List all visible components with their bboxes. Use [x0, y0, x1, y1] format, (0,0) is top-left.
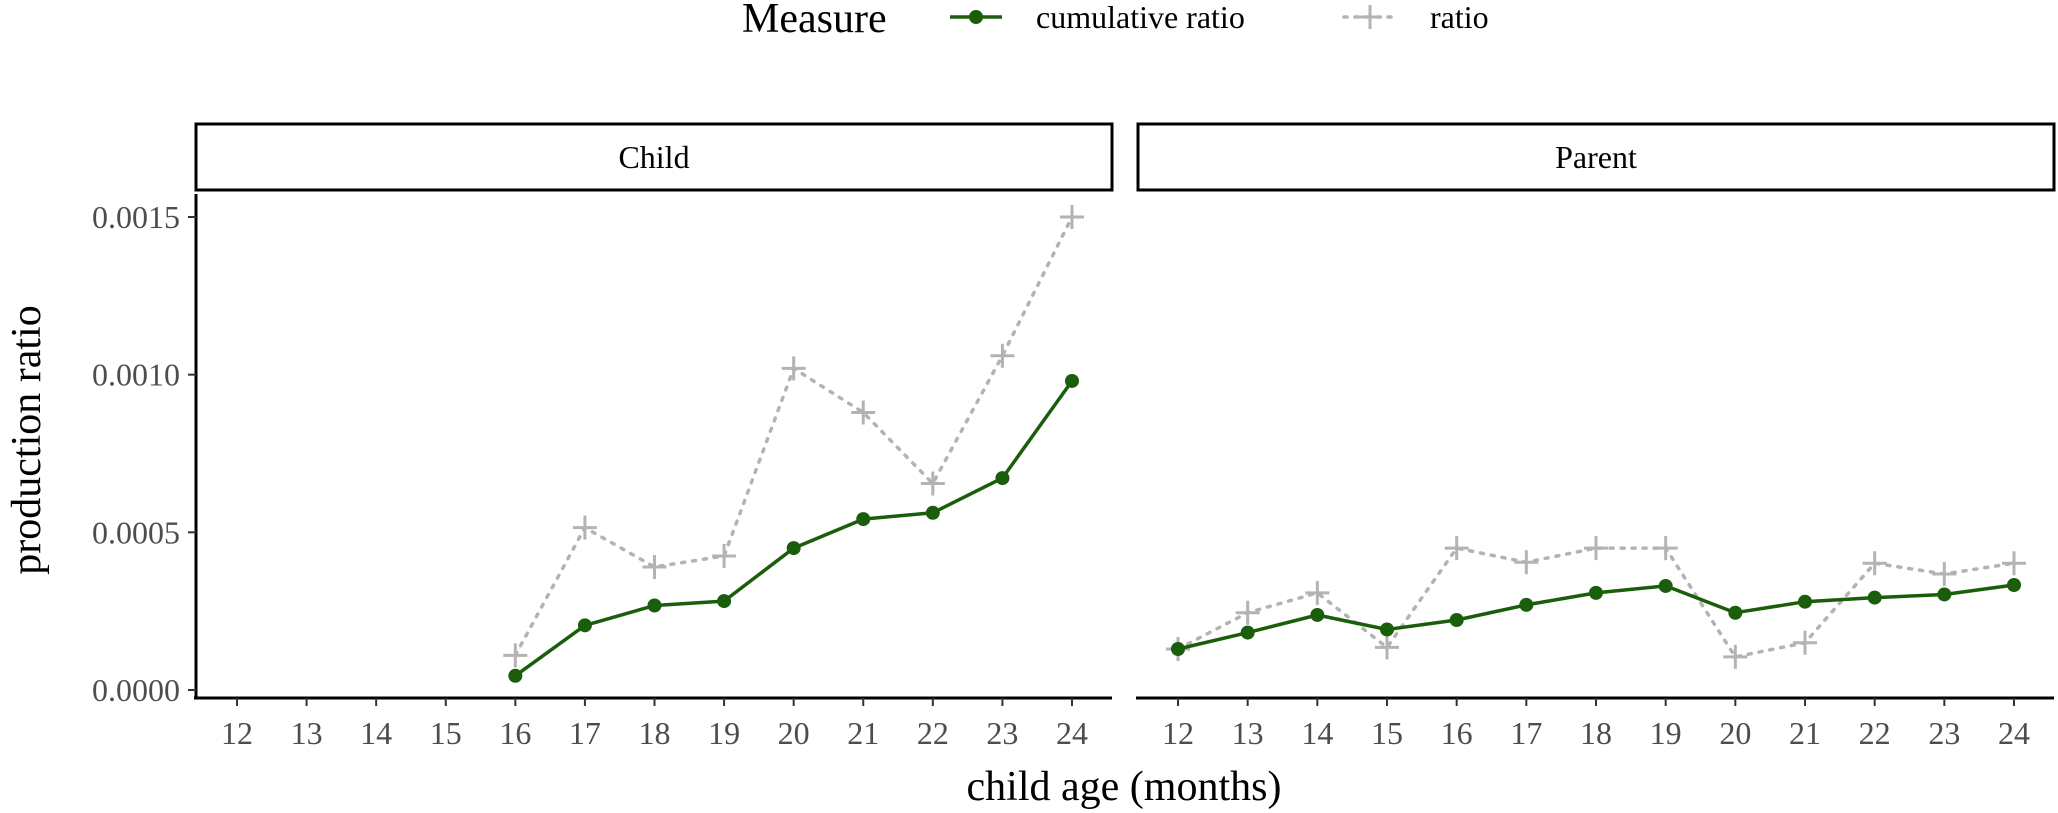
- point-cumulative-ratio: [1380, 622, 1394, 637]
- strip-parent: Parent: [1136, 122, 2056, 192]
- point-cumulative-ratio: [577, 618, 592, 633]
- x-tick-label: 24: [1998, 715, 2030, 751]
- point-ratio: [503, 643, 528, 668]
- point-ratio: [1235, 600, 1260, 625]
- legend-key-ratio: [1342, 5, 1398, 29]
- x-tick-label: 23: [1928, 715, 1960, 751]
- x-tick-label: 23: [986, 715, 1018, 751]
- point-cumulative-ratio: [1867, 590, 1882, 605]
- point-ratio: [1514, 550, 1539, 575]
- point-cumulative-ratio: [1310, 607, 1325, 622]
- x-tick-label: 20: [1719, 715, 1751, 751]
- legend-title: Measure: [742, 0, 887, 42]
- point-ratio: [1723, 644, 1748, 669]
- x-tick-label: 22: [1859, 715, 1891, 751]
- legend-label-ratio: ratio: [1430, 0, 1489, 35]
- series-line-ratio-parent: [1176, 546, 2016, 659]
- point-cumulative-ratio: [925, 505, 940, 520]
- point-ratio: [1375, 635, 1399, 660]
- strip-child-box: [194, 122, 1114, 192]
- x-tick-label: 20: [778, 715, 810, 751]
- y-tick-label: 0.0000: [92, 672, 180, 708]
- series-line-cumulative-ratio-child: [513, 379, 1074, 678]
- y-axis-ticks: 0.0000 0.0005 0.0010 0.0015: [92, 199, 196, 708]
- x-tick-label: 15: [430, 715, 462, 751]
- y-tick-label: 0.0010: [92, 357, 180, 393]
- legend-key-cumulative-ratio: [950, 10, 1002, 24]
- point-ratio: [572, 515, 597, 540]
- point-ratio: [1653, 536, 1678, 561]
- point-ratio: [1584, 536, 1608, 561]
- point-ratio: [642, 555, 667, 580]
- point-cumulative-ratio: [1937, 587, 1952, 602]
- x-tick-label: 22: [917, 715, 949, 751]
- y-tick-label: 0.0015: [92, 199, 180, 235]
- x-tick-label: 19: [708, 715, 740, 751]
- x-axis-ticks-child: 12 13 14 15 16 17 18 19 20 21 22 23 24: [221, 698, 1088, 751]
- x-tick-label: 14: [1301, 715, 1333, 751]
- legend-label-cumulative-ratio: cumulative ratio: [1036, 0, 1245, 35]
- x-axis-title: child age (months): [967, 764, 1282, 810]
- strip-parent-box: [1136, 122, 2056, 192]
- point-cumulative-ratio: [1658, 578, 1673, 593]
- point-cumulative-ratio: [1728, 605, 1743, 620]
- strip-parent-label: Parent: [1555, 139, 1637, 175]
- y-axis-title: production ratio: [4, 305, 50, 574]
- series-line-ratio-child: [513, 215, 1074, 658]
- point-cumulative-ratio: [1065, 373, 1079, 388]
- point-cumulative-ratio: [717, 594, 732, 609]
- point-cumulative-ratio: [995, 471, 1010, 486]
- point-cumulative-ratio: [2007, 577, 2021, 592]
- x-tick-label: 12: [1162, 715, 1194, 751]
- x-tick-label: 14: [360, 715, 392, 751]
- point-ratio: [1305, 580, 1330, 605]
- point-cumulative-ratio: [1171, 642, 1185, 657]
- point-ratio: [781, 356, 806, 381]
- x-tick-label: 19: [1650, 715, 1682, 751]
- point-cumulative-ratio: [1798, 594, 1812, 609]
- point-ratio: [1932, 561, 1957, 586]
- point-cumulative-ratio: [647, 598, 662, 613]
- x-axis-ticks-parent: 12 13 14 15 16 17 18 19 20 21 22 23 24: [1162, 698, 2030, 751]
- point-ratio: [851, 400, 876, 425]
- strip-child-label: Child: [618, 139, 689, 175]
- strip-child: Child: [194, 122, 1114, 192]
- x-tick-label: 16: [499, 715, 531, 751]
- x-tick-label: 17: [1510, 715, 1542, 751]
- x-tick-label: 21: [847, 715, 879, 751]
- point-ratio: [1444, 536, 1469, 561]
- x-tick-label: 17: [569, 715, 601, 751]
- x-tick-label: 18: [1580, 715, 1612, 751]
- legend-marker-ratio: [1358, 5, 1382, 29]
- point-ratio: [1862, 551, 1887, 576]
- y-tick-label: 0.0005: [92, 514, 180, 550]
- x-tick-label: 24: [1056, 715, 1088, 751]
- point-cumulative-ratio: [1589, 585, 1603, 600]
- legend-marker-cumulative-ratio: [969, 10, 983, 24]
- point-cumulative-ratio: [508, 668, 523, 683]
- legend: Measure cumulative ratio ratio: [742, 0, 1489, 42]
- x-tick-label: 15: [1371, 715, 1403, 751]
- point-ratio: [2002, 551, 2026, 576]
- point-cumulative-ratio: [1449, 612, 1464, 627]
- point-ratio: [1060, 205, 1084, 229]
- x-tick-label: 13: [291, 715, 323, 751]
- point-cumulative-ratio: [786, 541, 801, 556]
- panel-parent: [1166, 536, 2026, 669]
- point-ratio: [990, 343, 1015, 368]
- point-ratio: [1793, 630, 1817, 655]
- point-ratio: [712, 543, 737, 568]
- x-tick-label: 13: [1232, 715, 1264, 751]
- point-cumulative-ratio: [1519, 597, 1534, 612]
- point-cumulative-ratio: [856, 512, 871, 527]
- point-ratio: [920, 471, 945, 496]
- point-cumulative-ratio: [1240, 625, 1255, 640]
- x-tick-label: 16: [1441, 715, 1473, 751]
- panel-child: [503, 205, 1084, 683]
- x-tick-label: 12: [221, 715, 253, 751]
- x-tick-label: 21: [1789, 715, 1821, 751]
- x-tick-label: 18: [639, 715, 671, 751]
